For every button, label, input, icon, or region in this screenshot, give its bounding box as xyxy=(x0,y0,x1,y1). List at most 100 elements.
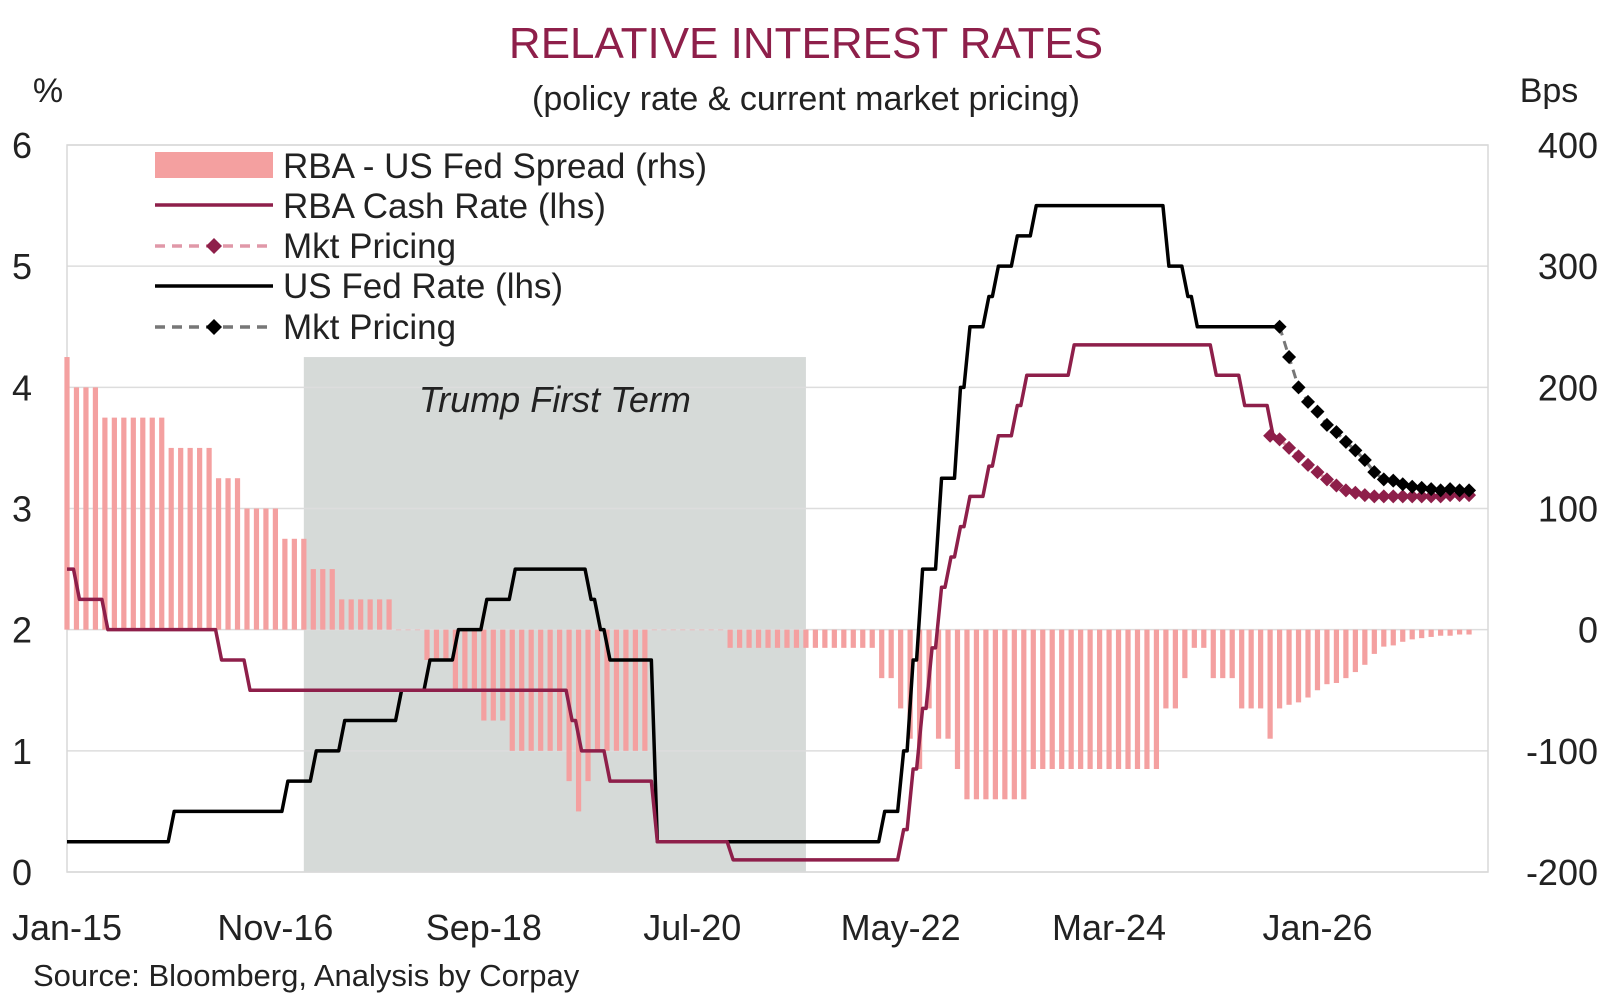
y-right-tick: 200 xyxy=(1538,367,1598,408)
spread-bar xyxy=(651,629,657,631)
spread-bar xyxy=(159,417,165,630)
spread-bar xyxy=(1352,629,1358,673)
spread-bar xyxy=(680,629,686,631)
spread-bar xyxy=(424,629,430,660)
spread-bar xyxy=(699,629,705,631)
spread-bar xyxy=(869,629,875,648)
y-left-tick: 5 xyxy=(12,246,32,287)
spread-bar xyxy=(1258,629,1264,709)
spread-bar xyxy=(831,629,837,648)
rba-pricing-marker xyxy=(1310,465,1325,480)
spread-bar xyxy=(282,538,288,630)
fed-pricing-marker xyxy=(1395,477,1410,492)
spread-bar xyxy=(73,387,80,630)
spread-bar xyxy=(92,387,99,630)
right-axis-unit: Bps xyxy=(1520,72,1579,110)
spread-bar xyxy=(888,629,894,679)
rba-pricing-marker xyxy=(1357,488,1372,503)
spread-bar xyxy=(594,629,601,751)
fed-pricing-marker xyxy=(1338,434,1353,449)
spread-bar xyxy=(1333,629,1340,683)
x-tick: Nov-16 xyxy=(217,907,333,948)
y-right-tick: 0 xyxy=(1578,610,1598,651)
fed-pricing-marker xyxy=(1282,350,1297,365)
spread-bar xyxy=(1305,629,1311,698)
spread-bar xyxy=(1078,629,1084,770)
spread-bar xyxy=(1163,629,1169,709)
pricing-markers xyxy=(1263,319,1477,504)
spread-bar xyxy=(632,629,639,751)
fed-rate-line xyxy=(67,203,1285,844)
rba-pricing-marker xyxy=(1282,440,1297,455)
spread-bar xyxy=(1115,629,1122,770)
spread-bar xyxy=(670,629,676,631)
fed-pricing-marker xyxy=(1424,482,1439,497)
spread-bar xyxy=(1229,629,1235,679)
spread-bar xyxy=(1400,629,1406,642)
legend: RBA - US Fed Spread (rhs) RBA Cash Rate … xyxy=(155,147,707,347)
spread-bar xyxy=(1371,629,1377,654)
spread-bar xyxy=(1144,629,1150,770)
fed-pricing-marker xyxy=(1367,465,1382,480)
spread-bar xyxy=(320,569,326,630)
rba-pricing-marker xyxy=(1338,483,1353,498)
spread-bar xyxy=(339,599,345,630)
rba-pricing-marker xyxy=(1348,485,1363,500)
rba-cash-rate-line xyxy=(67,343,1275,862)
right-axis-ticks: -200 -100 0 100 200 300 400 xyxy=(1526,125,1598,893)
spread-bar xyxy=(708,629,714,631)
spread-bar xyxy=(841,629,847,648)
fed-pricing-marker xyxy=(1433,483,1448,498)
spread-bar xyxy=(386,599,392,630)
fed-pricing-marker xyxy=(1329,425,1344,440)
spread-bar xyxy=(727,629,733,648)
x-tick: Sep-18 xyxy=(426,907,542,948)
legend-label-rba-pricing: Mkt Pricing xyxy=(283,227,456,266)
spread-bar xyxy=(433,629,440,660)
spread-bar xyxy=(1419,629,1425,639)
spread-bar xyxy=(1068,629,1074,770)
fed-pricing-marker xyxy=(1405,479,1420,494)
spread-bar xyxy=(1134,629,1141,770)
spread-bar xyxy=(253,508,260,630)
spread-bar xyxy=(860,629,866,648)
spread-bar xyxy=(689,629,695,631)
spread-bar xyxy=(983,629,989,800)
spread-bar xyxy=(471,629,477,691)
spread-bar xyxy=(613,629,620,751)
spread-bar xyxy=(642,629,648,751)
spread-bar xyxy=(348,599,354,630)
spread-bar xyxy=(803,629,809,648)
spread-bar xyxy=(850,629,856,648)
spread-bar xyxy=(1438,629,1444,636)
spread-bar xyxy=(1172,629,1178,709)
spread-bar xyxy=(452,629,459,691)
rba-pricing-marker xyxy=(1301,457,1316,472)
spread-bar xyxy=(443,629,449,660)
spread-bar xyxy=(812,629,818,648)
spread-bar xyxy=(1021,629,1027,800)
fed-pricing-marker xyxy=(1462,483,1477,498)
spread-bar xyxy=(263,508,269,630)
spread-bar xyxy=(1324,629,1330,685)
spread-bar xyxy=(755,629,762,648)
x-tick: Jul-20 xyxy=(643,907,741,948)
spread-bar xyxy=(898,629,904,709)
spread-bar xyxy=(1456,629,1463,635)
spread-bar xyxy=(121,417,127,630)
left-axis-ticks: 0 1 2 3 4 5 6 xyxy=(12,125,32,893)
spread-bar xyxy=(623,629,629,751)
spread-bar xyxy=(102,417,108,630)
spread-bar xyxy=(1182,629,1188,679)
spread-bar xyxy=(1220,629,1226,679)
spread-bar xyxy=(954,629,961,770)
y-right-tick: 100 xyxy=(1538,489,1598,530)
spread-bar xyxy=(585,629,591,782)
y-right-tick: 300 xyxy=(1538,246,1598,287)
spread-bar xyxy=(1286,629,1292,705)
y-left-tick: 6 xyxy=(12,125,32,166)
spread-bar xyxy=(197,447,203,630)
spread-bar xyxy=(1191,629,1197,648)
y-left-tick: 4 xyxy=(12,367,32,408)
spread-bar xyxy=(1059,629,1065,770)
